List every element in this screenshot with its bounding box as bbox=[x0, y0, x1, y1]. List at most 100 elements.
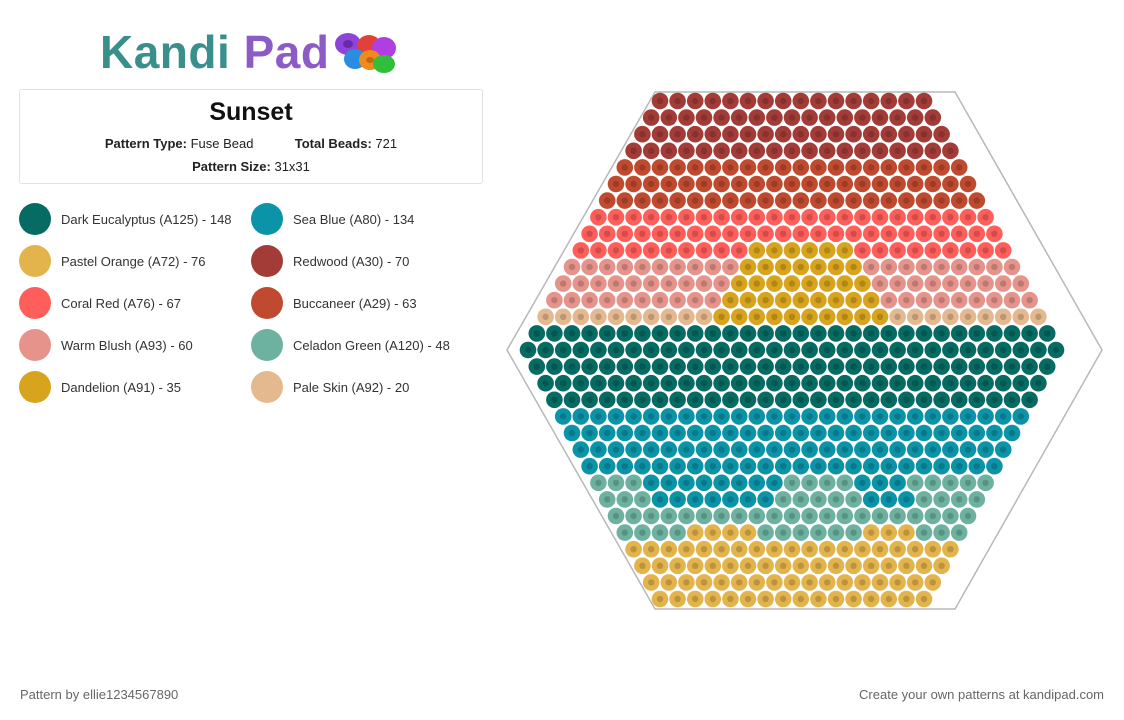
bead bbox=[880, 291, 898, 309]
bead-hole bbox=[595, 479, 602, 486]
bead-hole bbox=[1000, 380, 1007, 387]
bead bbox=[757, 590, 774, 608]
bead bbox=[686, 225, 704, 243]
bead-hole bbox=[753, 413, 760, 420]
bead-hole bbox=[929, 380, 936, 387]
bead-hole bbox=[665, 180, 672, 188]
bead bbox=[950, 225, 968, 243]
bead bbox=[924, 507, 942, 525]
bead bbox=[660, 142, 678, 160]
bead bbox=[924, 441, 942, 458]
bead bbox=[634, 291, 651, 309]
bead-hole bbox=[903, 97, 910, 105]
bead-hole bbox=[868, 529, 875, 536]
bead-hole bbox=[648, 446, 655, 453]
bead bbox=[880, 125, 898, 143]
bead bbox=[959, 507, 977, 525]
bead bbox=[915, 590, 933, 608]
bead-hole bbox=[718, 114, 725, 121]
bead-hole bbox=[1026, 363, 1033, 370]
bead-hole bbox=[982, 214, 989, 221]
bead bbox=[1021, 358, 1038, 375]
bead-hole bbox=[630, 280, 637, 287]
bead bbox=[792, 457, 810, 475]
bead bbox=[810, 557, 827, 575]
bead bbox=[730, 109, 748, 126]
bead-hole bbox=[771, 413, 778, 420]
kandipad-logo[interactable]: Kandi Pad bbox=[100, 24, 410, 80]
bead bbox=[739, 125, 757, 143]
bead bbox=[889, 341, 906, 359]
bead-hole bbox=[665, 512, 672, 520]
bead-hole bbox=[947, 147, 954, 154]
bead-hole bbox=[912, 147, 919, 154]
bead-hole bbox=[780, 164, 787, 171]
bead bbox=[748, 341, 766, 359]
bead bbox=[845, 258, 862, 276]
bead-hole bbox=[797, 263, 804, 271]
bead bbox=[766, 574, 783, 591]
bead bbox=[686, 457, 704, 475]
pattern-author[interactable]: Pattern by ellie1234567890 bbox=[20, 687, 179, 702]
bead-hole bbox=[595, 380, 602, 387]
bead bbox=[783, 109, 801, 126]
bead-hole bbox=[832, 97, 840, 105]
bead-hole bbox=[762, 297, 769, 304]
bead-hole bbox=[806, 446, 813, 453]
bead-hole bbox=[920, 529, 928, 536]
bead bbox=[880, 524, 898, 541]
bead bbox=[906, 175, 924, 193]
bead-hole bbox=[912, 247, 919, 254]
bead-hole bbox=[850, 529, 857, 536]
bead-hole bbox=[876, 180, 884, 188]
bead bbox=[827, 159, 845, 176]
bead-hole bbox=[551, 297, 558, 304]
kandipad-link[interactable]: Create your own patterns at kandipad.com bbox=[859, 687, 1104, 702]
bead-hole bbox=[806, 247, 813, 254]
bead bbox=[660, 374, 678, 392]
bead bbox=[1003, 391, 1021, 409]
bead-hole bbox=[885, 429, 892, 437]
bead bbox=[713, 574, 730, 591]
bead-hole bbox=[938, 396, 945, 403]
bead bbox=[660, 507, 678, 525]
bead bbox=[766, 275, 783, 292]
bead-hole bbox=[595, 346, 602, 354]
bead bbox=[818, 441, 836, 458]
bead bbox=[739, 457, 757, 475]
bead bbox=[854, 308, 871, 326]
bead bbox=[871, 208, 889, 226]
bead-hole bbox=[683, 380, 690, 387]
bead-hole bbox=[824, 114, 831, 121]
bead bbox=[810, 524, 827, 541]
bead-hole bbox=[744, 330, 752, 337]
bead bbox=[678, 142, 695, 160]
bead bbox=[845, 159, 862, 176]
bead bbox=[713, 507, 730, 525]
bead-hole bbox=[894, 413, 901, 420]
bead bbox=[942, 441, 959, 458]
bead-hole bbox=[762, 529, 769, 536]
bead-hole bbox=[683, 313, 690, 320]
bead-hole bbox=[630, 180, 637, 188]
bead bbox=[827, 358, 845, 375]
bead-hole bbox=[577, 247, 584, 254]
bead-hole bbox=[850, 396, 857, 403]
bead-hole bbox=[780, 297, 787, 304]
bead-hole bbox=[973, 263, 980, 271]
bead-hole bbox=[700, 512, 708, 520]
bead bbox=[757, 491, 774, 508]
bead bbox=[889, 208, 906, 226]
bead bbox=[933, 358, 950, 375]
bead bbox=[651, 125, 669, 143]
bead bbox=[563, 258, 581, 276]
bead bbox=[739, 258, 757, 276]
bead-hole bbox=[1008, 297, 1016, 304]
bead-hole bbox=[604, 396, 611, 403]
bead bbox=[651, 557, 669, 575]
bead bbox=[898, 557, 915, 575]
bead-hole bbox=[621, 197, 628, 204]
bead-hole bbox=[656, 463, 664, 470]
bead-hole bbox=[868, 496, 875, 503]
bead-hole bbox=[797, 463, 804, 470]
